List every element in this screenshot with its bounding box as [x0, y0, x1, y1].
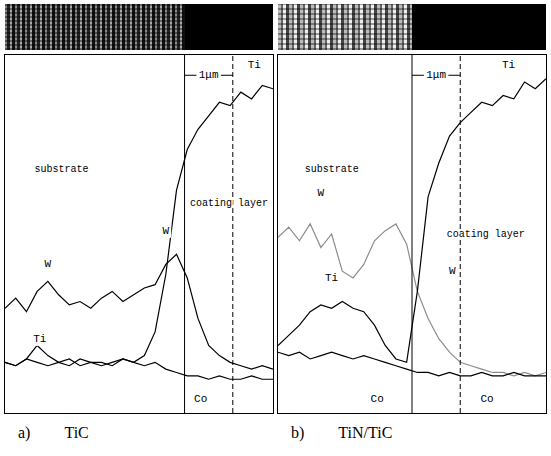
html-text:TiC: TiC	[64, 424, 89, 441]
svg-text:W: W	[449, 265, 456, 277]
svg-text:W: W	[318, 187, 325, 199]
html-text:a): a)	[18, 424, 31, 441]
svg-text:Co: Co	[480, 393, 493, 405]
html-text:TiN/TiC: TiN/TiC	[338, 424, 393, 441]
svg-text:coating layer: coating layer	[447, 229, 525, 240]
svg-text:Co: Co	[371, 393, 384, 405]
svg-text:W: W	[162, 225, 169, 237]
svg-text:Ti: Ti	[33, 333, 47, 345]
html-text:b): b)	[291, 424, 305, 441]
svg-text:W: W	[45, 258, 52, 270]
svg-text:1μm: 1μm	[199, 69, 219, 81]
svg-text:substrate: substrate	[34, 164, 88, 175]
svg-text:Ti: Ti	[325, 272, 339, 284]
svg-text:Ti: Ti	[502, 59, 516, 71]
svg-text:Ti: Ti	[248, 59, 262, 71]
svg-text:substrate: substrate	[305, 164, 359, 175]
svg-text:coating layer: coating layer	[190, 198, 268, 209]
svg-text:Co: Co	[194, 393, 207, 405]
svg-text:1μm: 1μm	[426, 69, 446, 81]
